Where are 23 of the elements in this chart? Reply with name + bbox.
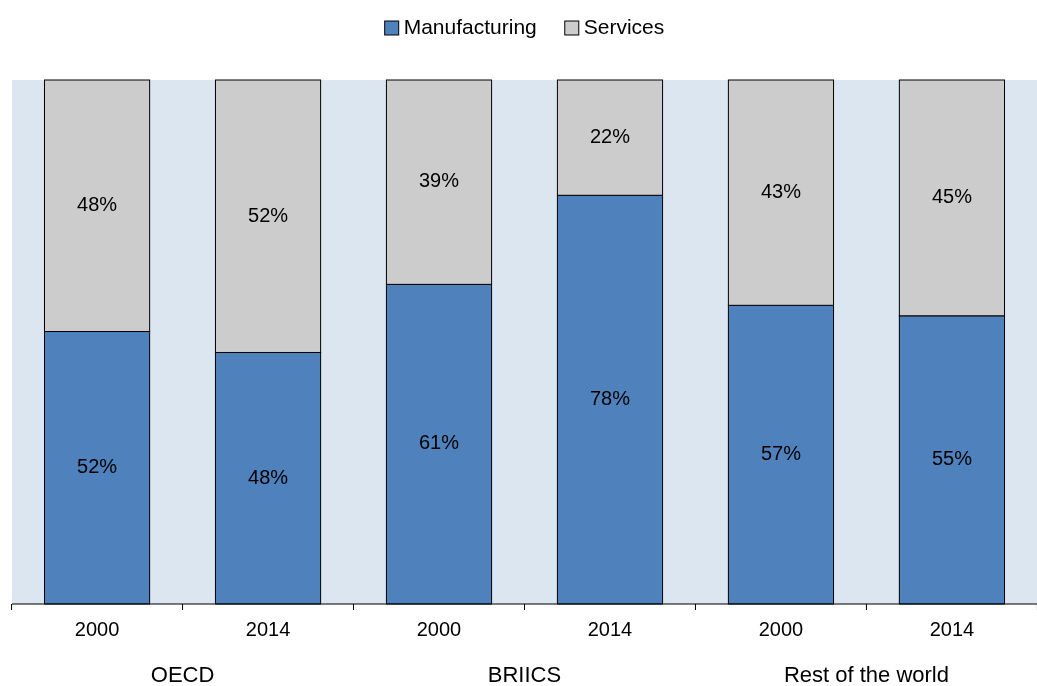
x-tick-label: 2000 (74, 618, 120, 640)
data-label: 22% (589, 124, 631, 147)
text: Rest of the world (783, 662, 949, 686)
legend-label: Manufacturing (403, 14, 537, 38)
data-label: 48% (248, 465, 289, 488)
text: OECD (150, 662, 215, 686)
text: BRIICS (487, 662, 562, 686)
data-label: 55% (931, 447, 973, 470)
x-tick-label: 2000 (758, 618, 804, 640)
data-label: 43% (760, 179, 802, 202)
data-label: 52% (248, 203, 289, 226)
legend-label: Services (583, 14, 665, 38)
data-label: 48% (77, 193, 118, 216)
x-tick-label: 2014 (587, 618, 633, 640)
data-label: 61% (419, 431, 460, 454)
data-label: 52% (77, 455, 118, 478)
x-tick-label: 2014 (245, 618, 291, 640)
x-tick-label: 2014 (929, 618, 975, 640)
x-tick-label: 2000 (416, 618, 462, 640)
data-label: 39% (419, 169, 460, 192)
data-label: 78% (589, 386, 631, 409)
data-label: 45% (931, 185, 973, 208)
data-label: 57% (760, 441, 802, 464)
